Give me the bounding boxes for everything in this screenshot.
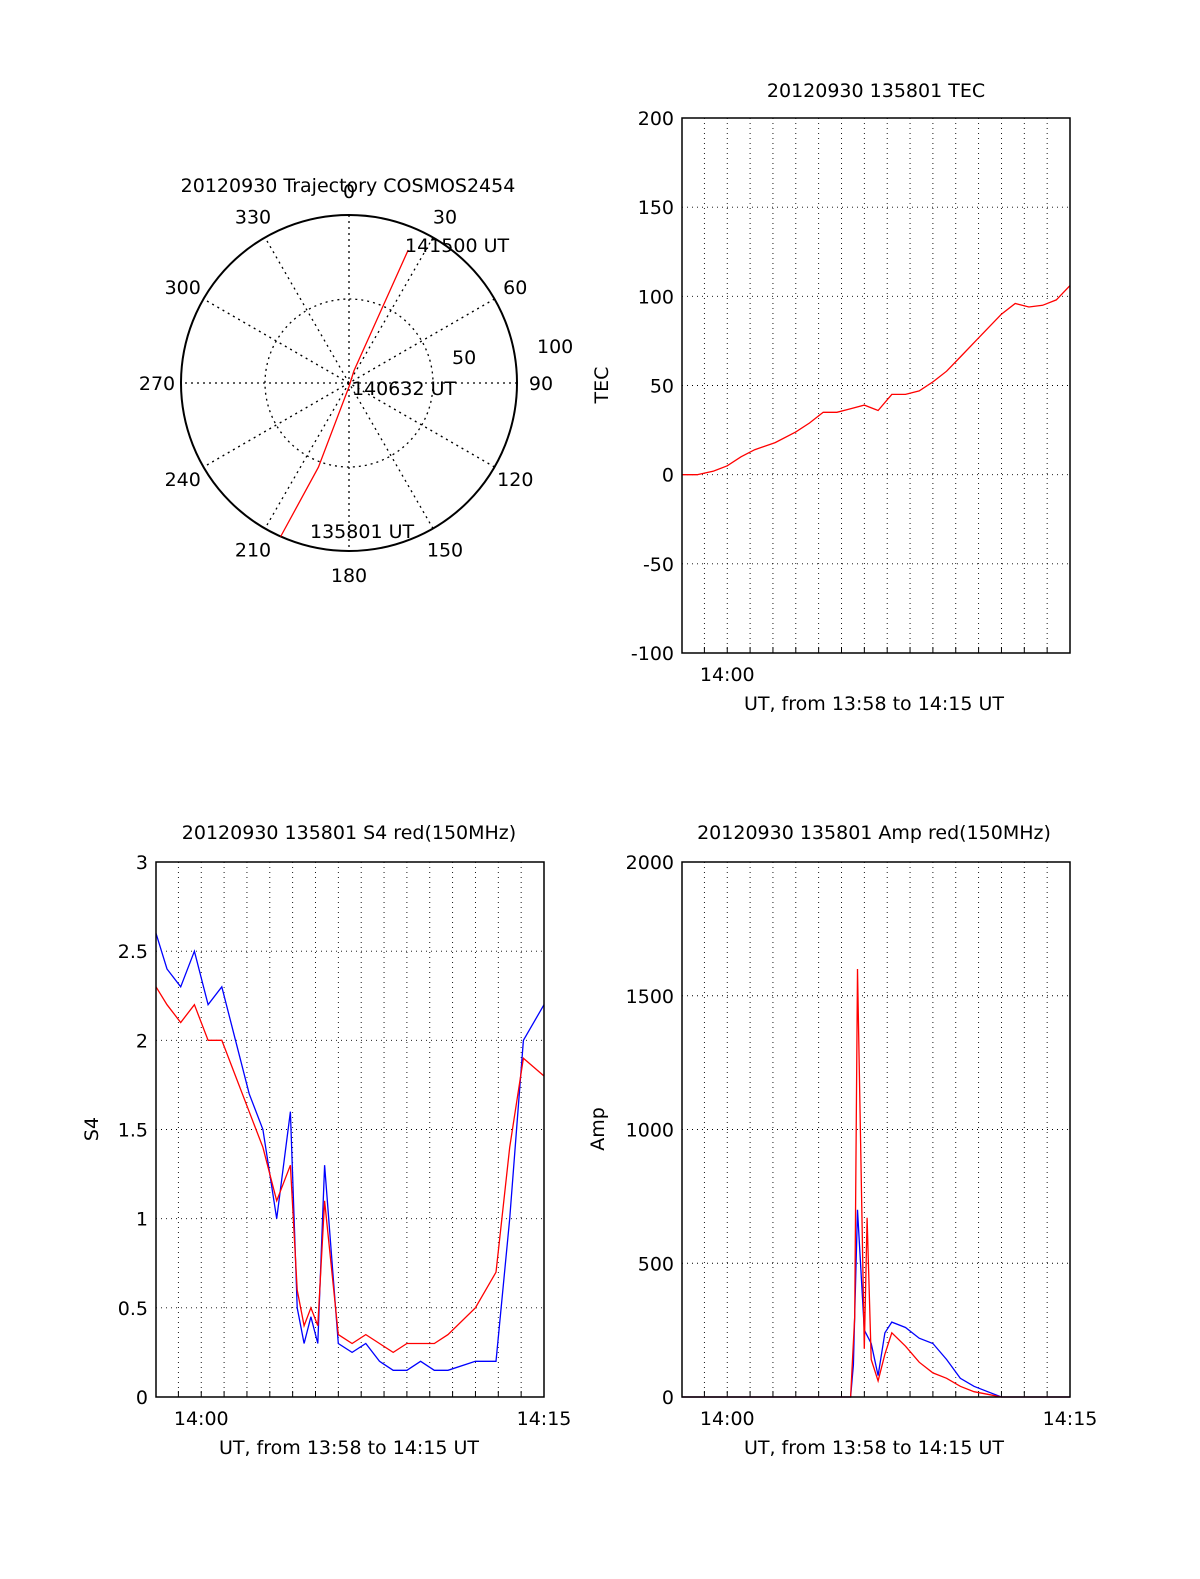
polar-angle-label: 90 [529, 373, 553, 395]
tec-y-tick-label: 50 [650, 376, 674, 398]
s4-grid [156, 862, 544, 1397]
tec-y-tick-label: 0 [662, 465, 674, 487]
trajectory-polar-chart: 20120930 Trajectory COSMOS2454 0 30 60 90 12… [139, 175, 573, 587]
trajectory-title: 20120930 Trajectory COSMOS2454 [181, 175, 516, 197]
amp-x-tick-label: 14:15 [1043, 1408, 1098, 1430]
s4-y-tick-label: 1 [136, 1209, 148, 1231]
amp-y-tick-label: 0 [662, 1387, 674, 1409]
tec-x-ticks: 14:00 [700, 647, 1048, 686]
s4-y-tick-label: 0 [136, 1387, 148, 1409]
amp-series-line [682, 1209, 1070, 1398]
s4-series-line [155, 933, 545, 1371]
polar-angle-label: 270 [139, 373, 175, 395]
polar-angle-label: 300 [165, 277, 201, 299]
trajectory-track [280, 249, 409, 537]
polar-angle-label: 0 [343, 181, 355, 203]
tec-series-line [682, 285, 1071, 476]
s4-y-ticks: 3 2.5 2 1.5 1 0.5 0 [118, 852, 148, 1409]
polar-angle-label: 120 [497, 469, 533, 491]
amp-title: 20120930 135801 Amp red(150MHz) [697, 822, 1051, 844]
polar-spoke [264, 237, 434, 529]
radial-label-50: 50 [452, 347, 476, 369]
tec-series [682, 285, 1071, 476]
amp-y-ticks: 2000 1500 1000 500 0 [626, 852, 674, 1409]
amp-series [682, 968, 1070, 1398]
amp-x-tick-label: 14:00 [700, 1408, 755, 1430]
tec-xlabel: UT, from 13:58 to 14:15 UT [744, 693, 1004, 715]
amp-chart: 20120930 135801 Amp red(150MHz) Amp UT, … [587, 822, 1097, 1459]
tec-x-tick-label: 14:00 [700, 664, 755, 686]
tec-y-tick-label: 100 [638, 286, 674, 308]
tec-y-tick-label: 200 [638, 108, 674, 130]
polar-angle-label: 180 [331, 565, 367, 587]
tec-y-tick-label: -50 [643, 554, 674, 576]
amp-y-tick-label: 1000 [626, 1120, 674, 1142]
s4-y-tick-label: 2 [136, 1030, 148, 1052]
s4-x-tick-label: 14:15 [517, 1408, 572, 1430]
s4-series-line [155, 986, 545, 1354]
amp-xlabel: UT, from 13:58 to 14:15 UT [744, 1437, 1004, 1459]
annotation-end-time: 141500 UT [405, 235, 509, 257]
polar-angle-label: 60 [503, 277, 527, 299]
polar-angle-label: 330 [235, 207, 271, 229]
polar-angle-label: 30 [433, 207, 457, 229]
annotation-start-time: 135801 UT [310, 521, 414, 543]
trajectory-line [280, 249, 409, 537]
s4-y-tick-label: 1.5 [118, 1120, 148, 1142]
s4-series [155, 933, 545, 1371]
tec-y-ticks: 200 150 100 50 0 -50 -100 [631, 108, 674, 665]
tec-grid [682, 118, 1070, 653]
s4-y-tick-label: 0.5 [118, 1298, 148, 1320]
s4-title: 20120930 135801 S4 red(150MHz) [182, 822, 516, 844]
s4-ylabel: S4 [81, 1117, 103, 1141]
amp-series-line [682, 968, 1070, 1398]
s4-plot-frame [155, 861, 545, 1398]
polar-angle-label: 210 [235, 539, 271, 561]
tec-ylabel: TEC [591, 367, 613, 405]
s4-x-ticks: 14:00 14:15 [174, 1391, 572, 1430]
s4-y-tick-label: 2.5 [118, 941, 148, 963]
amp-x-ticks: 14:00 14:15 [700, 1391, 1098, 1430]
tec-y-tick-label: 150 [638, 197, 674, 219]
tec-plot-frame [681, 117, 1071, 654]
tec-y-tick-label: -100 [631, 643, 674, 665]
s4-chart: 20120930 135801 S4 red(150MHz) S4 UT, fr… [81, 822, 571, 1459]
polar-angle-labels: 0 30 60 90 120 150 180 210 240 270 300 330 [139, 181, 553, 587]
polar-spokes [181, 215, 517, 551]
amp-y-tick-label: 500 [638, 1253, 674, 1275]
polar-angle-label: 150 [427, 539, 463, 561]
amp-y-tick-label: 1500 [626, 986, 674, 1008]
s4-x-tick-label: 14:00 [174, 1408, 229, 1430]
amp-ylabel: Amp [587, 1107, 609, 1151]
amp-grid [682, 862, 1070, 1397]
tec-title: 20120930 135801 TEC [767, 80, 985, 102]
annotation-mid-time: 140632 UT [352, 378, 456, 400]
polar-angle-label: 240 [165, 469, 201, 491]
amp-y-tick-label: 2000 [626, 852, 674, 874]
s4-xlabel: UT, from 13:58 to 14:15 UT [219, 1437, 479, 1459]
amp-plot-frame [681, 861, 1071, 1398]
radial-label-100: 100 [537, 336, 573, 358]
s4-y-tick-label: 3 [136, 852, 148, 874]
tec-chart: 20120930 135801 TEC TEC UT, from 13:58 t… [591, 80, 1071, 715]
